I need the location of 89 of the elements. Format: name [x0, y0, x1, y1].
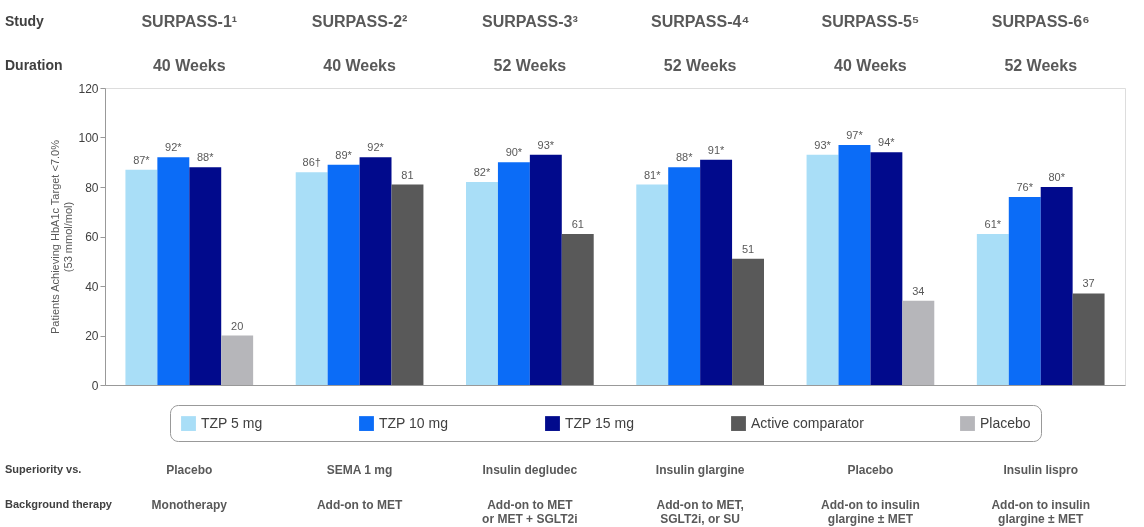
data-label: 86† — [302, 156, 321, 169]
data-label: 93* — [814, 138, 832, 151]
text: Add-on to insulin glargine ± MET — [991, 498, 1091, 526]
data-label: 80* — [1048, 171, 1066, 183]
bar — [221, 335, 254, 385]
text: 40 Weeks — [152, 57, 226, 74]
text: 52 Weeks — [1004, 57, 1078, 74]
bar — [838, 144, 871, 385]
bar — [1040, 187, 1073, 385]
y-tick-label: 60 — [85, 230, 99, 244]
legend-label: Active comparator — [751, 414, 865, 431]
data-label: 90* — [505, 146, 523, 159]
y-tick-label: 120 — [78, 81, 99, 96]
bar — [806, 154, 839, 385]
x-tick-label: SURPASS-2² — [311, 13, 408, 30]
data-label: 82* — [473, 166, 491, 179]
data-label: 89* — [335, 148, 353, 161]
legend-label: Placebo — [980, 414, 1031, 431]
text: Add-on to insulin glargine ± MET — [821, 498, 920, 526]
text: Monotherapy — [151, 498, 228, 512]
legend-label: TZP 10 mg — [379, 414, 448, 431]
text: 40 Weeks — [323, 57, 396, 74]
bar — [497, 162, 530, 385]
bar — [700, 159, 733, 385]
data-label: 20 — [231, 319, 244, 332]
bar — [359, 157, 392, 385]
data-label: 91* — [707, 143, 726, 156]
text: 40 Weeks — [834, 57, 907, 74]
bar — [1008, 196, 1041, 385]
text: Placebo — [847, 463, 894, 477]
bar — [295, 172, 328, 385]
data-label: 97* — [846, 128, 864, 141]
data-label: 92* — [165, 141, 183, 154]
text: Study — [5, 13, 45, 29]
data-label: 61 — [571, 218, 584, 231]
bar — [391, 184, 424, 385]
text: Placebo — [166, 463, 213, 477]
bar — [327, 164, 360, 385]
bar — [636, 184, 669, 385]
data-label: 93* — [537, 138, 555, 151]
y-tick-label: 20 — [85, 329, 99, 343]
legend-label: TZP 15 mg — [565, 414, 634, 431]
data-label: 87* — [133, 153, 151, 166]
bar — [976, 234, 1009, 385]
bar — [668, 167, 701, 385]
data-label: 88* — [675, 151, 694, 164]
data-label: 88* — [196, 151, 215, 164]
x-tick-label: SURPASS-1¹ — [141, 13, 238, 30]
text: 52 Weeks — [493, 57, 567, 74]
data-label: 37 — [1082, 277, 1095, 290]
text: Superiority vs. — [5, 463, 82, 475]
bar — [125, 169, 158, 385]
text: Duration — [5, 57, 63, 73]
data-label: 81* — [643, 168, 662, 181]
text: Add-on to MET or MET + SGLT2i — [482, 498, 578, 526]
bar — [157, 157, 190, 385]
bar — [189, 167, 222, 385]
x-tick-label: SURPASS-3³ — [482, 13, 578, 30]
bar — [1072, 293, 1105, 385]
x-tick-label: SURPASS-6⁶ — [991, 13, 1090, 30]
text: 52 Weeks — [663, 57, 737, 74]
text: Add-on to MET — [316, 498, 403, 512]
bar — [732, 258, 764, 385]
y-tick-label: 0 — [91, 378, 99, 393]
data-label: 94* — [878, 136, 896, 149]
data-label: 34 — [912, 284, 925, 297]
y-tick-label: 80 — [85, 180, 99, 195]
data-label: 81 — [401, 168, 414, 181]
text: Add-on to MET, SGLT2i, or SU — [656, 498, 744, 526]
x-tick-label: SURPASS-5⁵ — [821, 13, 920, 30]
bar — [466, 182, 498, 385]
bar — [529, 154, 562, 385]
text: Insulin degludec — [482, 463, 578, 477]
data-label: 61* — [984, 218, 1002, 231]
bar — [561, 234, 594, 385]
text: SEMA 1 mg — [326, 463, 393, 477]
text: Insulin glargine — [655, 463, 745, 477]
legend-label: TZP 5 mg — [201, 414, 263, 431]
y-tick-label: 100 — [78, 131, 99, 145]
text: Background therapy — [5, 498, 113, 510]
data-label: 76* — [1016, 180, 1034, 193]
y-axis-title: Patients Achieving HbA1c Target <7.0% (53 mmol/mol) — [49, 139, 75, 334]
bar — [870, 152, 903, 385]
bar — [902, 300, 935, 385]
text: Insulin lispro — [1003, 463, 1079, 477]
data-label: 92* — [367, 141, 385, 154]
y-tick-label: 40 — [85, 279, 99, 294]
data-label: 51 — [741, 242, 755, 255]
x-tick-label: SURPASS-4⁴ — [650, 13, 750, 30]
